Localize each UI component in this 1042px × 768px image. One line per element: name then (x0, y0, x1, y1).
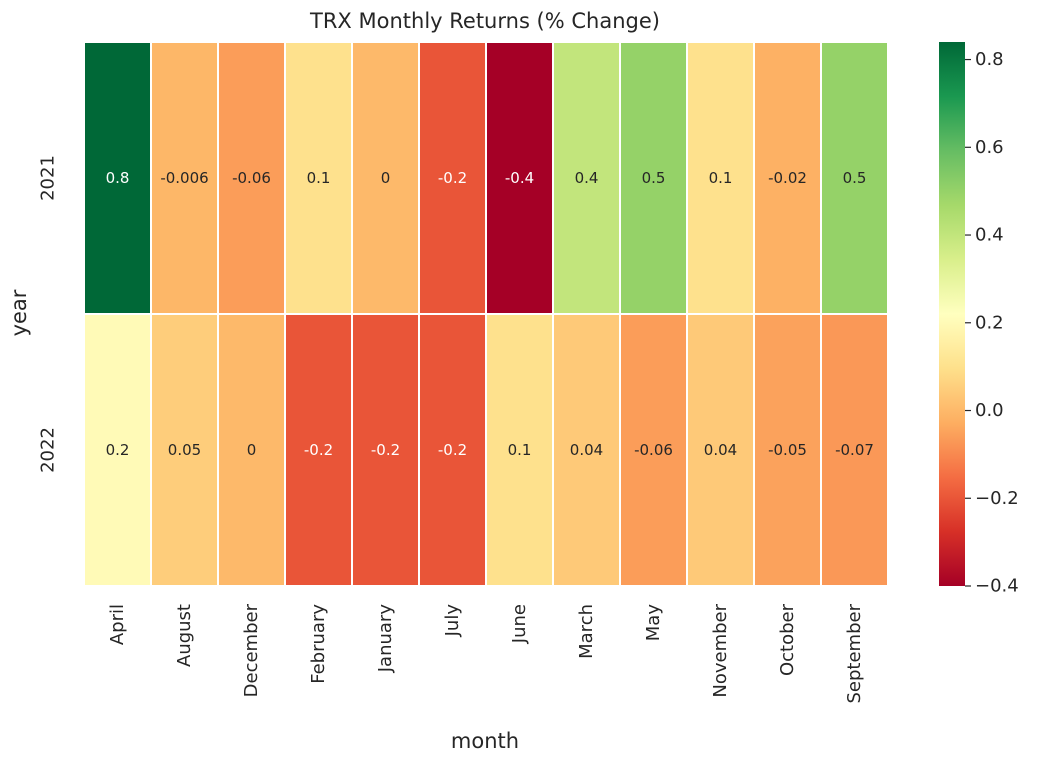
chart-title: TRX Monthly Returns (% Change) (309, 9, 660, 33)
y-axis: 2021 2022 (38, 155, 59, 473)
colorbar-tick-label: 0.8 (975, 49, 1004, 70)
heatmap-cell (485, 313, 554, 587)
cell-value-label: 0.1 (508, 441, 532, 459)
cell-value-label: -0.05 (768, 441, 807, 459)
cell-value-label: -0.07 (835, 441, 874, 459)
cell-value-label: -0.06 (634, 441, 673, 459)
heatmap-cell (619, 313, 688, 587)
cell-value-label: -0.2 (304, 441, 333, 459)
y-axis-label: year (7, 289, 31, 336)
cell-value-label: 0.05 (168, 441, 201, 459)
x-axis-label: month (451, 729, 519, 753)
cell-value-label: 0.04 (704, 441, 737, 459)
heatmap-cell (83, 313, 152, 587)
cell-value-label: 0.1 (307, 169, 331, 187)
x-tick-label: April (107, 604, 128, 645)
x-tick-label: January (375, 604, 396, 674)
heatmap-cell (418, 313, 487, 587)
heatmap-cell (686, 41, 755, 315)
cell-value-label: 0.04 (570, 441, 603, 459)
cell-value-label: 0.4 (575, 169, 599, 187)
x-tick-label: November (710, 603, 731, 697)
x-tick-label: July (442, 604, 463, 638)
heatmap-cell (150, 41, 219, 315)
heatmap-cell (552, 313, 621, 587)
cell-value-label: -0.2 (438, 441, 467, 459)
x-tick-label: February (308, 604, 329, 684)
heatmap-cell (686, 313, 755, 587)
cell-value-label: -0.02 (768, 169, 807, 187)
heatmap-cells: 0.8 -0.006 -0.06 0.1 0 -0.2 -0.4 0.4 0.5 0.1 -0.02… (83, 41, 889, 587)
x-tick-label: August (174, 604, 195, 667)
colorbar-tick-label: 0.4 (975, 225, 1004, 246)
cell-value-label: -0.06 (232, 169, 271, 187)
heatmap-cell (753, 313, 822, 587)
x-tick-label: October (777, 603, 798, 676)
colorbar-tick-label: −0.4 (975, 576, 1019, 597)
cell-value-label: 0 (247, 441, 257, 459)
x-tick-label: December (241, 603, 262, 697)
cell-value-label: 0.1 (709, 169, 733, 187)
colorbar-tick-label: 0.2 (975, 312, 1004, 333)
cell-value-label: 0.5 (843, 169, 867, 187)
x-tick-label: May (643, 604, 664, 642)
heatmap-cell (351, 313, 420, 587)
heatmap-cell (820, 313, 889, 587)
heatmap-cell (418, 41, 487, 315)
colorbar-tick-label: 0.0 (975, 400, 1004, 421)
cell-value-label: 0.8 (106, 169, 130, 187)
cell-value-label: 0 (381, 169, 391, 187)
x-tick-label: September (844, 603, 865, 703)
colorbar-tick-label: −0.2 (975, 488, 1019, 509)
colorbar-tick-label: 0.6 (975, 137, 1004, 158)
colorbar: −0.4 −0.2 0.0 0.2 0.4 0.6 0.8 (939, 42, 1019, 597)
heatmap-cell (83, 41, 152, 315)
cell-value-label: 0.2 (106, 441, 130, 459)
x-axis: April August December February January July Ju… (107, 603, 865, 703)
cell-value-label: 0.5 (642, 169, 666, 187)
colorbar-gradient (939, 42, 965, 586)
heatmap-cell (217, 41, 286, 315)
x-tick-label: March (576, 604, 597, 659)
heatmap-cell (150, 313, 219, 587)
cell-value-label: -0.2 (371, 441, 400, 459)
heatmap-cell (552, 41, 621, 315)
cell-value-label: -0.2 (438, 169, 467, 187)
y-tick-label: 2022 (38, 427, 59, 473)
heatmap-cell (820, 41, 889, 315)
cell-value-label: -0.4 (505, 169, 534, 187)
x-tick-label: June (509, 604, 530, 644)
cell-value-label: -0.006 (160, 169, 208, 187)
heatmap-cell (284, 313, 353, 587)
y-tick-label: 2021 (38, 155, 59, 201)
